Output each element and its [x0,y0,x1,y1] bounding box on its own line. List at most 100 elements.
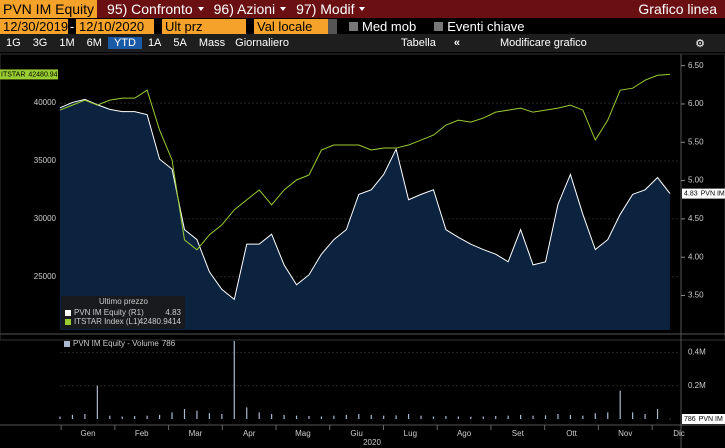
bar [59,416,61,419]
checkbox[interactable] [434,21,444,31]
end-date[interactable]: 12/10/2020 [76,18,154,34]
bar [407,414,410,419]
y2-tick-label: 6.50 [688,61,704,70]
bar [121,416,123,419]
tag-text: 786 PVN IM [684,416,723,423]
legend-value: 786 [162,339,176,348]
bar [520,414,522,419]
bar [432,416,435,419]
tag-value: 786 [684,416,696,423]
legend-swatch [65,310,71,316]
collapse[interactable]: « [453,37,460,49]
legend-label: PVN IM Equity (R1) [74,308,144,317]
menu-item[interactable]: 95) Confronto [107,1,204,17]
legend-title: Ultimo prezzo [99,297,148,306]
tag-text: ITSTAR 42480.9414 [1,71,65,78]
bar [507,415,509,419]
legend-value: 42480.9414 [139,317,182,326]
bar [420,415,422,419]
legend-value: 4.83 [165,308,181,317]
bar [183,409,186,419]
bar [233,340,235,419]
x-tick-label: Dic [673,429,685,438]
bar [383,415,385,419]
bar [221,414,223,419]
legend-swatch [64,341,70,347]
bar [196,410,198,419]
bar [569,414,572,419]
edit-chart[interactable]: Modificare grafico [499,37,587,49]
option[interactable]: Eventi chiave [447,18,525,34]
last-value-tag: ITSTAR 42480.9414 [0,69,65,80]
period[interactable]: Mass [198,37,226,49]
x-tick-label: Ott [566,429,577,438]
periods: 1G 3G 1M 6M YTD 1A 5A Mass [0,37,231,49]
tag-part: ITSTAR [1,71,25,78]
bar [395,415,397,419]
y-tick-label: 0.4M [688,348,706,357]
start-date[interactable]: 12/30/2019 [0,18,68,34]
table[interactable]: Tabella [400,37,436,49]
x-tick-label: Lug [404,429,417,438]
frequency[interactable]: Giornaliero [235,37,289,49]
bar [308,416,310,419]
settings[interactable]: ⚙ [695,37,705,50]
menu-item[interactable]: 96) Azioni [214,1,286,17]
tag-part: 4.83 [684,190,698,197]
line [59,73,671,251]
bar [84,414,86,419]
x-tick-label: Nov [618,429,632,438]
tag-name: PVN IM [699,416,723,423]
checkbox[interactable] [349,21,358,31]
bar [158,414,161,419]
dropdown[interactable] [328,18,337,34]
bar [532,415,534,419]
y-tick-label: 35000 [34,156,57,165]
bar [71,414,74,419]
legend-box [61,296,185,329]
bar [607,412,609,419]
bar [594,413,596,419]
bar [656,409,659,419]
y-tick-label: 40000 [34,98,57,107]
period[interactable]: 3G [32,37,48,49]
bar [358,414,360,419]
option[interactable]: Med mob [362,18,417,34]
x-tick-label: Feb [135,429,149,438]
period[interactable]: 5A [173,37,187,49]
period[interactable]: 1G [6,37,21,49]
legend-name: PVN IM Equity - Volume [73,339,159,348]
y-tick-label: 0.2M [688,381,706,390]
chart-kind[interactable]: Grafico linea [638,1,717,17]
currency[interactable]: Val locale [254,18,328,34]
tag-text: 4.83 PVN IM [684,190,725,197]
period[interactable]: 1A [147,37,162,49]
security[interactable]: PVN IM Equity [0,0,98,18]
y2-tick-label: 4.50 [688,214,704,223]
bar [208,413,210,419]
y-tick-label: 25000 [34,272,57,281]
bar [544,415,547,419]
bar [146,415,148,419]
period[interactable]: YTD [107,37,142,49]
x-tick-label: Gen [80,429,95,438]
bar [333,415,335,419]
bar [470,416,472,419]
bar [345,414,347,419]
y2-tick-label: 5.50 [688,137,704,146]
period[interactable]: 1M [59,37,75,49]
last-value-tag: 4.83 PVN IM [682,188,725,199]
x-tick-label: Mag [295,429,311,438]
bar [445,416,447,419]
bar [295,415,298,419]
menu-item[interactable]: 97) Modif [296,1,365,17]
y2-tick-label: 4.00 [688,252,704,261]
bar [134,416,136,419]
period[interactable]: 6M [86,37,102,49]
bar [271,414,273,419]
field[interactable]: Ult prz [162,18,246,34]
bar [632,412,634,419]
bar [582,415,584,419]
bar [495,416,497,419]
